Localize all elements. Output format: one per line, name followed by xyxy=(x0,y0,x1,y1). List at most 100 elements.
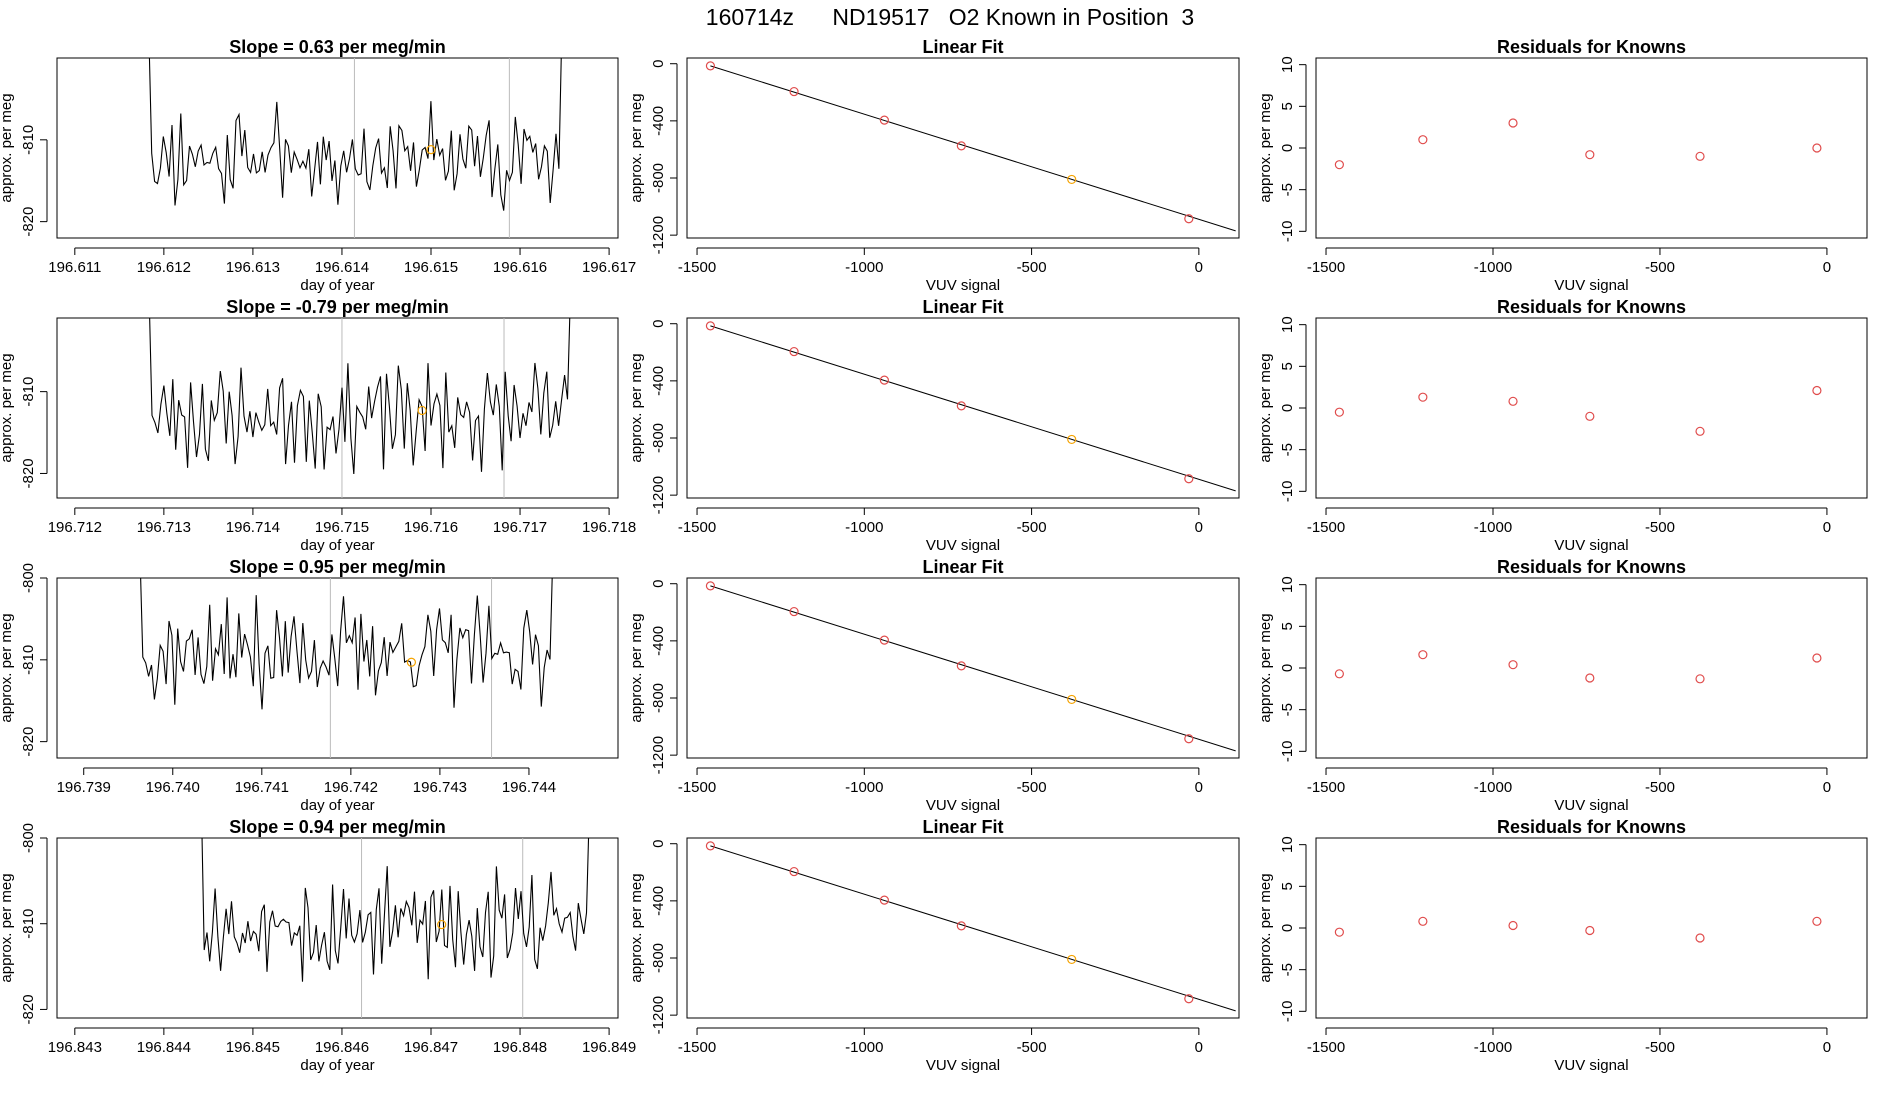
data-point xyxy=(1585,925,1595,936)
y-axis-label: approx. per meg xyxy=(1257,353,1274,462)
x-axis-label: VUV signal xyxy=(1554,797,1628,814)
chart-panel-residuals-2: Residuals for Knowns -1500 -1000 -500 0 VUV s… xyxy=(1257,297,1868,554)
y-tick-label: 0 xyxy=(1279,404,1296,412)
plot-frame xyxy=(686,317,1240,499)
series-line xyxy=(140,578,553,710)
plot-frame xyxy=(686,577,1240,759)
chart-title: Linear Fit xyxy=(922,557,1003,577)
x-tick-label: 196.613 xyxy=(226,259,280,276)
chart-title: Residuals for Knowns xyxy=(1497,817,1686,837)
data-point xyxy=(879,635,889,645)
y-axis-label: approx. per meg xyxy=(0,873,15,982)
plot-frame xyxy=(56,577,619,759)
data-point xyxy=(705,321,716,331)
data-point xyxy=(1585,673,1595,683)
plot-area xyxy=(705,321,1236,492)
data-point xyxy=(1334,407,1344,417)
x-tick-label: 196.843 xyxy=(48,1039,102,1056)
y-tick-label: -1200 xyxy=(650,476,667,514)
plot-frame xyxy=(56,317,619,499)
x-tick-label: -500 xyxy=(1645,259,1675,276)
x-tick-label: -1500 xyxy=(1307,1039,1345,1056)
x-tick-label: -1000 xyxy=(1474,519,1512,536)
data-point xyxy=(705,841,716,851)
x-tick-label: -1500 xyxy=(678,519,716,536)
x-tick-label: 196.845 xyxy=(226,1039,280,1056)
y-tick-label: -400 xyxy=(650,366,667,396)
data-point xyxy=(879,375,889,385)
x-tick-label: -1500 xyxy=(678,259,716,276)
y-tick-label: -800 xyxy=(650,423,667,453)
y-tick-label: -5 xyxy=(1279,703,1296,716)
data-point xyxy=(1585,411,1595,421)
y-tick-label: -400 xyxy=(650,106,667,136)
x-tick-label: 196.741 xyxy=(235,779,289,796)
y-axis-label: approx. per meg xyxy=(628,353,645,462)
x-axis-label: VUV signal xyxy=(1554,1057,1628,1074)
data-point xyxy=(1334,669,1344,679)
chart-title: Slope = -0.79 per meg/min xyxy=(226,297,449,317)
chart-panel-time-series-1: Slope = 0.63 per meg/min 196.611 196.612 19… xyxy=(0,37,636,294)
x-tick-label: 0 xyxy=(1195,259,1203,276)
data-point xyxy=(1418,650,1428,660)
chart-title: Residuals for Knowns xyxy=(1497,297,1686,317)
y-tick-label: -1200 xyxy=(650,996,667,1034)
x-tick-label: -500 xyxy=(1645,519,1675,536)
data-point xyxy=(789,866,799,877)
y-tick-label: -10 xyxy=(1279,480,1296,502)
plot-area xyxy=(705,61,1236,232)
series-line xyxy=(148,58,562,211)
x-axis-label: VUV signal xyxy=(1554,537,1628,554)
data-point xyxy=(1418,916,1428,926)
fit-line xyxy=(710,585,1236,752)
x-tick-label: -1000 xyxy=(845,779,883,796)
plot-frame xyxy=(686,57,1240,239)
chart-panel-time-series-3: Slope = 0.95 per meg/min 196.739 196.740 19… xyxy=(0,557,619,814)
highlight-point xyxy=(437,919,447,930)
x-tick-label: 196.846 xyxy=(315,1039,369,1056)
y-tick-label: -820 xyxy=(20,727,37,757)
y-tick-label: -810 xyxy=(20,125,37,155)
chart-panel-residuals-4: Residuals for Knowns -1500 -1000 -500 0 VUV s… xyxy=(1257,817,1868,1074)
plot-frame xyxy=(1315,317,1868,499)
y-axis-label: approx. per meg xyxy=(628,613,645,722)
y-axis-label: approx. per meg xyxy=(0,613,15,722)
data-point xyxy=(1812,143,1822,153)
y-tick-label: -810 xyxy=(20,377,37,407)
x-tick-label: -500 xyxy=(1017,259,1047,276)
x-tick-label: 196.614 xyxy=(315,259,369,276)
y-tick-label: 5 xyxy=(1279,882,1296,890)
x-tick-label: -1500 xyxy=(678,1039,716,1056)
plot-area xyxy=(1334,385,1822,436)
plot-area xyxy=(149,318,571,498)
y-axis-label: approx. per meg xyxy=(628,93,645,202)
chart-panel-time-series-4: Slope = 0.94 per meg/min 196.843 196.844 19… xyxy=(0,817,636,1074)
x-tick-label: 196.617 xyxy=(582,259,636,276)
data-point xyxy=(789,346,799,357)
chart-panel-linear-fit-3: Linear Fit -1500 -1000 -500 0 VUV signal 0 -400… xyxy=(628,557,1240,814)
data-point xyxy=(705,61,716,71)
plot-frame xyxy=(56,837,619,1019)
x-tick-label: -1000 xyxy=(1474,1039,1512,1056)
y-tick-label: -10 xyxy=(1279,1000,1296,1022)
data-point xyxy=(879,895,889,905)
data-point xyxy=(1184,214,1194,224)
x-tick-label: 0 xyxy=(1823,779,1831,796)
y-tick-label: 10 xyxy=(1279,56,1296,73)
chart-panel-linear-fit-4: Linear Fit -1500 -1000 -500 0 VUV signal 0 -400… xyxy=(628,817,1240,1074)
data-point xyxy=(789,86,799,97)
x-tick-label: -1000 xyxy=(845,259,883,276)
x-axis-label: day of year xyxy=(300,537,374,554)
x-tick-label: 0 xyxy=(1823,259,1831,276)
y-tick-label: 10 xyxy=(1279,316,1296,333)
y-tick-label: 0 xyxy=(650,320,667,328)
chart-title: Linear Fit xyxy=(922,297,1003,317)
x-tick-label: -1000 xyxy=(1474,779,1512,796)
x-tick-label: -500 xyxy=(1017,779,1047,796)
plot-area xyxy=(1334,650,1822,684)
x-tick-label: -1500 xyxy=(678,779,716,796)
x-tick-label: -1500 xyxy=(1307,259,1345,276)
data-point xyxy=(1067,174,1077,185)
x-tick-label: 196.712 xyxy=(48,519,102,536)
data-point xyxy=(1418,392,1428,402)
